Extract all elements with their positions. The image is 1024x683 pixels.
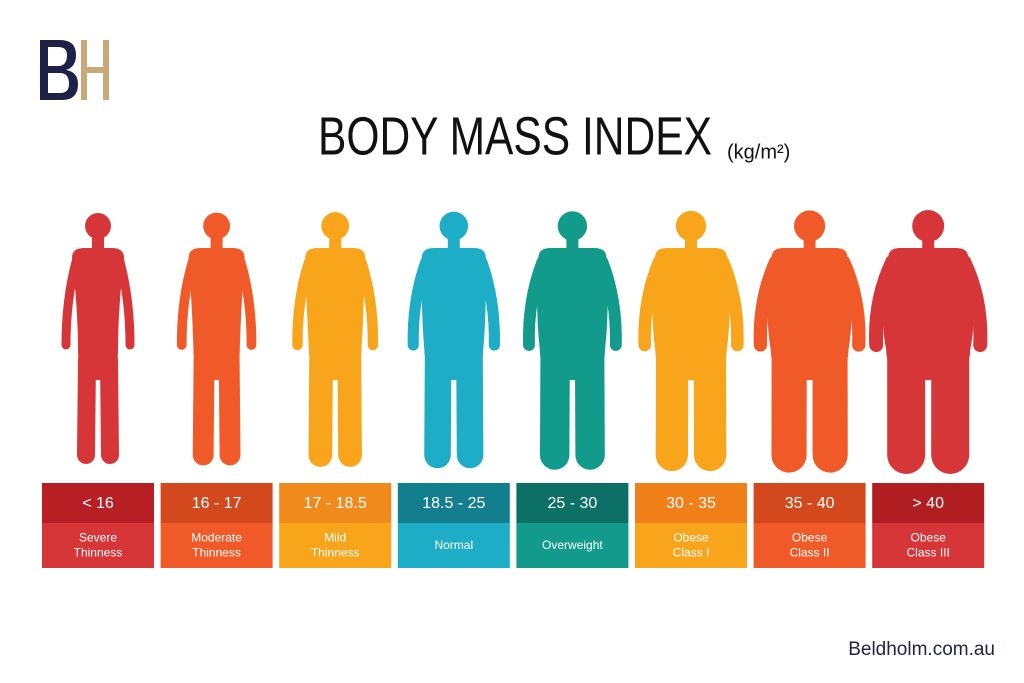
label-box xyxy=(279,523,392,568)
range-text: 30 - 35 xyxy=(666,495,716,512)
range-text: 16 - 17 xyxy=(192,495,242,512)
figure-arm xyxy=(716,255,744,352)
label-text: Obese xyxy=(673,531,709,545)
label-box xyxy=(635,523,747,568)
figure-leg xyxy=(77,351,96,464)
figure-arm xyxy=(638,255,666,352)
label-text: Overweight xyxy=(542,538,603,552)
label-text: Thinness xyxy=(74,546,123,560)
label-text: Class II xyxy=(790,546,830,560)
figure-head xyxy=(675,210,707,242)
footer: Beldholm.com.au xyxy=(848,639,995,660)
range-box xyxy=(516,483,629,523)
label-box xyxy=(516,523,629,568)
unit: (kg/m²) xyxy=(727,141,790,163)
figure-arm xyxy=(292,256,315,351)
figure-head xyxy=(85,213,111,239)
logo-b xyxy=(40,40,78,100)
figure-neck xyxy=(803,236,816,250)
figure-neck xyxy=(566,236,579,250)
figure-arm xyxy=(596,256,622,351)
logo-h xyxy=(81,40,109,100)
range-box xyxy=(279,483,392,523)
figure-arm xyxy=(115,257,135,350)
figure-leg xyxy=(424,346,452,469)
figure-torso xyxy=(188,248,245,380)
label-text: Moderate xyxy=(191,531,242,545)
figure-neck xyxy=(210,236,223,250)
figure-leg xyxy=(456,346,484,469)
figure-arm xyxy=(476,256,500,351)
label-box xyxy=(397,523,510,568)
range-box xyxy=(397,483,510,523)
label-text: Normal xyxy=(434,538,473,552)
range-box xyxy=(635,483,747,523)
logo xyxy=(35,37,111,103)
figure-arm xyxy=(869,255,900,352)
label-box xyxy=(872,523,985,568)
figure-neck xyxy=(92,236,104,250)
figure-head xyxy=(203,212,231,240)
figure-torso xyxy=(72,248,124,380)
label-text: Class III xyxy=(907,546,950,560)
figure-arm xyxy=(176,257,198,350)
label-box xyxy=(753,523,866,568)
figure-arm xyxy=(957,255,988,352)
label-text: Severe xyxy=(79,531,117,545)
figure-arm xyxy=(235,257,257,350)
figure-head xyxy=(557,211,588,241)
range-text: 17 - 18.5 xyxy=(304,495,367,512)
figure-head xyxy=(321,212,350,240)
figure-neck xyxy=(329,236,342,250)
figure-head xyxy=(912,210,945,242)
label-box xyxy=(160,523,273,568)
range-box xyxy=(753,483,866,523)
figure-leg xyxy=(192,349,215,466)
figure-leg xyxy=(337,348,362,467)
range-text: 35 - 40 xyxy=(785,495,835,512)
figure-leg xyxy=(218,349,241,466)
label-text: Thinness xyxy=(311,546,360,560)
figure-torso xyxy=(305,248,366,380)
figure-arm xyxy=(407,256,432,351)
label-text: Mild xyxy=(324,531,346,545)
range-text: > 40 xyxy=(912,495,944,512)
figure-arm xyxy=(753,255,783,352)
label-text: Class I xyxy=(673,546,710,560)
figure-head xyxy=(794,210,826,242)
figure-leg xyxy=(308,348,333,467)
figure-leg xyxy=(100,351,119,464)
range-box xyxy=(872,483,985,523)
figure-arm xyxy=(836,255,866,352)
figure-neck xyxy=(447,236,460,250)
range-text: 25 - 30 xyxy=(547,495,597,512)
figure-arm xyxy=(61,257,81,350)
range-box xyxy=(42,483,154,523)
label-text: Obese xyxy=(911,531,947,545)
label-text: Obese xyxy=(792,531,828,545)
range-box xyxy=(160,483,273,523)
figure-arm xyxy=(522,256,549,351)
figure-arm xyxy=(355,256,379,351)
label-text: Thinness xyxy=(192,546,241,560)
label-box xyxy=(42,523,154,568)
figure-neck xyxy=(685,236,697,250)
range-text: 18.5 - 25 xyxy=(422,495,485,512)
figure-neck xyxy=(922,236,935,250)
title: BODY MASS INDEX xyxy=(318,106,712,166)
figure-head xyxy=(439,211,469,241)
range-text: < 16 xyxy=(82,495,114,512)
